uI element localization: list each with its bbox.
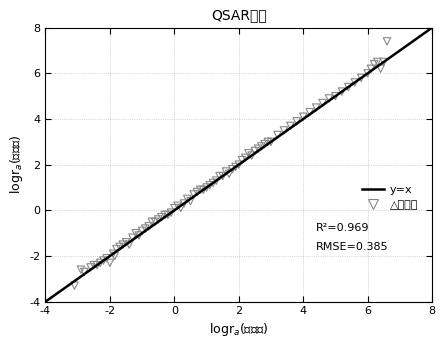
Point	[219, 173, 226, 179]
Title: QSAR模型: QSAR模型	[211, 8, 267, 22]
Point	[280, 128, 287, 133]
Point	[210, 180, 217, 186]
Point	[293, 119, 300, 124]
Point	[193, 189, 200, 195]
Point	[148, 219, 155, 225]
Point	[261, 141, 268, 147]
Point	[267, 139, 274, 145]
Point	[358, 75, 365, 81]
Point	[77, 267, 84, 272]
Point	[300, 114, 307, 119]
Point	[167, 210, 174, 215]
Point	[177, 205, 184, 211]
Point	[235, 162, 242, 167]
Point	[145, 224, 152, 229]
Point	[384, 39, 391, 44]
Point	[142, 226, 149, 231]
Point	[113, 246, 120, 252]
Point	[119, 242, 127, 247]
Point	[380, 59, 387, 65]
Point	[116, 244, 123, 249]
Point	[200, 187, 207, 192]
Point	[319, 100, 326, 106]
Point	[374, 59, 381, 65]
Point	[226, 171, 233, 176]
Point	[251, 148, 258, 154]
Point	[242, 155, 249, 161]
Point	[161, 212, 168, 218]
Point	[164, 212, 171, 218]
Text: RMSE=0.385: RMSE=0.385	[316, 242, 389, 252]
Point	[248, 153, 255, 158]
Point	[213, 178, 220, 183]
Point	[245, 151, 252, 156]
Point	[158, 215, 165, 220]
Point	[171, 205, 178, 211]
Point	[135, 233, 143, 238]
Point	[222, 169, 230, 174]
Point	[254, 146, 262, 152]
Point	[377, 66, 384, 72]
Y-axis label: logr$_a$(预测值): logr$_a$(预测值)	[8, 135, 25, 194]
Point	[216, 173, 223, 179]
Point	[87, 265, 94, 270]
Point	[229, 166, 236, 172]
Point	[129, 235, 136, 240]
Point	[90, 262, 97, 268]
Point	[126, 242, 133, 247]
Point	[258, 144, 265, 149]
Point	[94, 262, 101, 268]
Point	[206, 182, 214, 188]
Point	[364, 71, 371, 76]
Point	[332, 93, 339, 99]
Point	[97, 260, 104, 266]
Point	[123, 239, 130, 245]
Point	[325, 96, 333, 101]
Point	[151, 219, 159, 225]
Point	[180, 201, 187, 206]
Text: R²=0.969: R²=0.969	[316, 223, 369, 233]
Point	[203, 185, 210, 190]
Point	[371, 62, 378, 67]
Point	[187, 198, 194, 204]
Legend: y=x, △验证集: y=x, △验证集	[357, 181, 423, 214]
Point	[103, 255, 110, 261]
Point	[184, 196, 191, 202]
Point	[351, 80, 358, 85]
Point	[264, 139, 271, 145]
Point	[232, 164, 239, 170]
Point	[306, 109, 313, 115]
Point	[313, 105, 320, 110]
Point	[155, 217, 162, 222]
Point	[197, 187, 204, 192]
Point	[107, 260, 114, 266]
Point	[71, 283, 78, 289]
Point	[190, 192, 197, 197]
Point	[100, 258, 107, 263]
Point	[139, 228, 146, 234]
Point	[110, 251, 117, 256]
Point	[345, 84, 352, 90]
Point	[287, 123, 294, 129]
Point	[174, 203, 181, 209]
Point	[238, 157, 246, 163]
Point	[338, 89, 345, 94]
Point	[81, 269, 88, 275]
Point	[367, 66, 374, 72]
Point	[274, 132, 281, 138]
X-axis label: logr$_a$(实测值): logr$_a$(实测值)	[209, 321, 269, 338]
Point	[111, 253, 118, 259]
Point	[132, 230, 139, 236]
